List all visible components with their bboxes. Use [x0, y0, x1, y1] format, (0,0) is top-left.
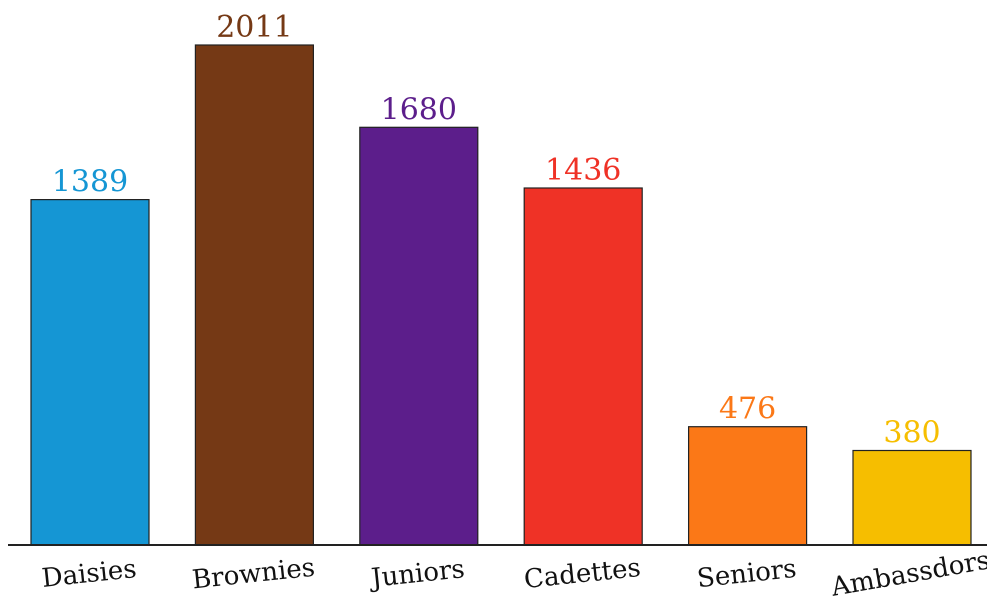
x-tick-label-daisies: Daisies [40, 554, 138, 594]
value-labels-group: 1389 2011 1680 1436 476 380 [52, 10, 941, 451]
value-label-ambassdors: 380 [883, 416, 940, 451]
bar-daisies [30, 199, 150, 546]
x-tick-label-juniors: Juniors [367, 554, 466, 594]
value-label-juniors: 1680 [381, 92, 457, 127]
value-label-seniors: 476 [719, 392, 776, 427]
bar-juniors [359, 126, 479, 546]
x-tick-label-seniors: Seniors [696, 554, 798, 594]
x-tick-label-cadettes: Cadettes [523, 553, 643, 595]
bars-group [30, 44, 972, 546]
value-label-cadettes: 1436 [545, 153, 621, 188]
x-tick-label-brownies: Brownies [191, 553, 317, 596]
value-label-brownies: 2011 [216, 10, 292, 45]
bar-brownies [194, 44, 314, 546]
x-tick-label-ambassdors: Ambassdors [828, 545, 987, 603]
value-label-daisies: 1389 [52, 165, 128, 200]
x-tick-labels-group: Daisies Brownies Juniors Cadettes Seniors Amb… [40, 545, 987, 603]
bar-cadettes [523, 187, 643, 546]
bar-ambassdors [852, 449, 972, 546]
bar-seniors [687, 426, 808, 546]
